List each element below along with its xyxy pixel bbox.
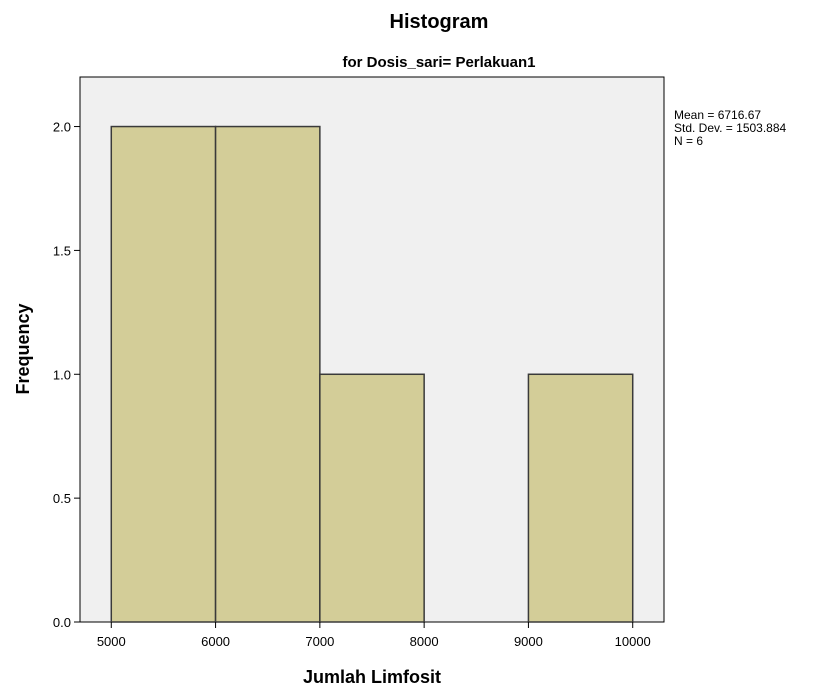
x-tick-label-3: 8000: [410, 634, 439, 649]
axes-group: 5000 6000 7000 8000 9000 10000 0.0 0.5 1.0 1.5 2.0: [53, 120, 651, 649]
x-tick-label-1: 6000: [201, 634, 230, 649]
stats-line-1: Std. Dev. = 1503.884: [674, 121, 787, 135]
histogram-bar-1: [214, 125, 321, 623]
y-tick-label-3: 1.5: [53, 243, 71, 258]
x-tick-label-5: 10000: [615, 634, 651, 649]
bars-group: [110, 125, 634, 623]
y-tick-label-4: 2.0: [53, 120, 71, 135]
y-axis-label: Frequency: [13, 303, 33, 394]
y-tick-label-0: 0.0: [53, 615, 71, 630]
x-tick-label-4: 9000: [514, 634, 543, 649]
x-tick-label-2: 7000: [305, 634, 334, 649]
histogram-bar-0: [110, 125, 217, 623]
chart-subtitle: for Dosis_sari= Perlakuan1: [342, 54, 535, 71]
stats-line-0: Mean = 6716.67: [674, 108, 761, 122]
histogram-bar-4: [527, 373, 634, 623]
y-tick-label-2: 1.0: [53, 367, 71, 382]
histogram-bar-2: [319, 373, 425, 623]
x-axis-label: Jumlah Limfosit: [303, 667, 441, 687]
x-tick-label-0: 5000: [97, 634, 126, 649]
stats-line-2: N = 6: [674, 134, 703, 148]
chart-title: Histogram: [390, 11, 489, 33]
y-tick-label-1: 0.5: [53, 491, 71, 506]
